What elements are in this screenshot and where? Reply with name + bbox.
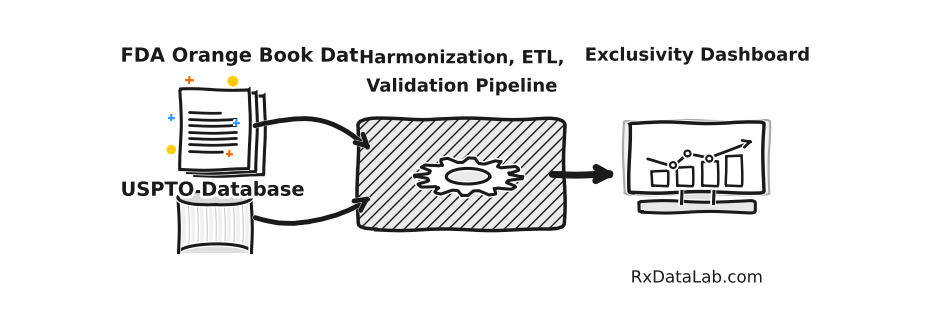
FancyBboxPatch shape	[188, 92, 256, 172]
FancyBboxPatch shape	[194, 95, 264, 175]
FancyBboxPatch shape	[180, 89, 249, 169]
Bar	[676, 166, 692, 185]
Polygon shape	[681, 191, 712, 203]
Bar	[652, 172, 668, 185]
FancyBboxPatch shape	[639, 201, 755, 212]
FancyBboxPatch shape	[629, 123, 764, 192]
Text: Exclusivity Dashboard: Exclusivity Dashboard	[584, 47, 809, 65]
FancyBboxPatch shape	[624, 121, 770, 194]
Bar	[700, 161, 716, 185]
Text: FDA Orange Book Data: FDA Orange Book Data	[121, 47, 372, 66]
Polygon shape	[447, 169, 490, 185]
Bar	[179, 198, 251, 252]
Text: USPTO Database: USPTO Database	[121, 181, 305, 200]
Text: RxDataLab.com: RxDataLab.com	[631, 268, 762, 286]
Bar	[726, 155, 741, 185]
Text: Validation Pipeline: Validation Pipeline	[367, 78, 555, 95]
Polygon shape	[414, 157, 523, 196]
Ellipse shape	[179, 191, 251, 205]
Text: Harmonization, ETL,: Harmonization, ETL,	[359, 49, 563, 67]
FancyBboxPatch shape	[358, 119, 565, 230]
